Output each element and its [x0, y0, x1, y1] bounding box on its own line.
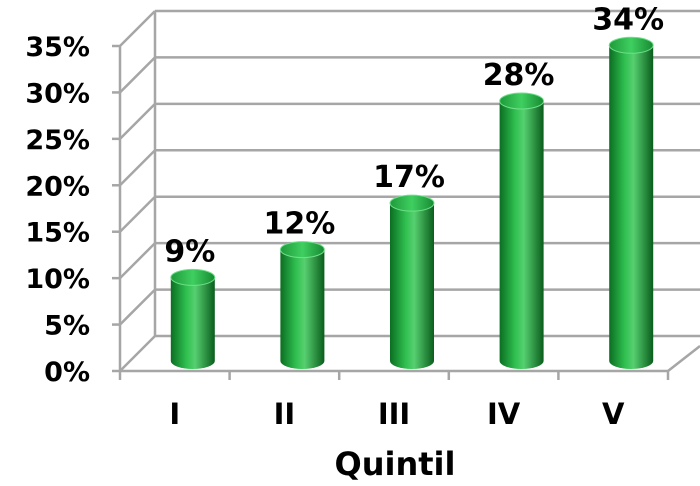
y-tick-label: 35% — [25, 32, 90, 63]
bar-top — [499, 92, 545, 110]
bar — [279, 241, 325, 369]
data-label: 34% — [592, 2, 664, 37]
x-tick-label: III — [378, 397, 410, 431]
gridline-side — [119, 10, 156, 47]
bar — [608, 36, 654, 370]
x-tick-labels: I II III IV V — [169, 397, 625, 431]
bar-top — [279, 241, 325, 259]
axes — [112, 44, 670, 380]
bar-top — [389, 194, 435, 212]
y-tick-label: 15% — [25, 218, 90, 249]
y-tick-label: 5% — [44, 311, 90, 342]
gridline-side — [119, 335, 156, 372]
data-label: 17% — [373, 160, 445, 195]
bar — [389, 194, 435, 369]
x-tick-label: I — [169, 397, 180, 431]
bar-top — [608, 36, 654, 54]
bar — [499, 92, 545, 369]
y-tick-label: 30% — [25, 78, 90, 109]
gridline-side — [119, 102, 156, 140]
bar-body — [390, 203, 434, 369]
gridline-side — [119, 56, 156, 94]
gridline-side — [119, 195, 156, 233]
bar-top — [170, 268, 216, 286]
y-tick-label: 0% — [44, 357, 90, 388]
floor-edge — [667, 345, 700, 372]
y-tick-label: 25% — [25, 125, 90, 156]
y-tick-labels: 0% 5% 10% 15% 20% 25% 30% 35% — [25, 32, 90, 388]
x-tick-label: II — [274, 397, 296, 431]
data-labels: 9% 12% 17% 28% 34% — [164, 2, 664, 269]
bar-body — [280, 249, 325, 369]
data-label: 12% — [263, 207, 335, 242]
bar-body — [170, 277, 215, 369]
x-tick-label: V — [602, 397, 625, 431]
bar-body — [609, 45, 654, 370]
gridline-side — [119, 242, 156, 280]
x-tick-label: IV — [487, 397, 521, 431]
data-label: 28% — [483, 58, 555, 93]
gridline-side — [119, 288, 156, 326]
data-label: 9% — [164, 234, 215, 269]
gridline-side — [119, 149, 156, 187]
x-axis-title: Quintil — [335, 445, 456, 483]
bars — [170, 36, 654, 370]
y-tick-label: 20% — [25, 171, 90, 202]
y-tick-label: 10% — [25, 264, 90, 295]
bar-body — [499, 101, 544, 369]
bar — [170, 268, 216, 369]
